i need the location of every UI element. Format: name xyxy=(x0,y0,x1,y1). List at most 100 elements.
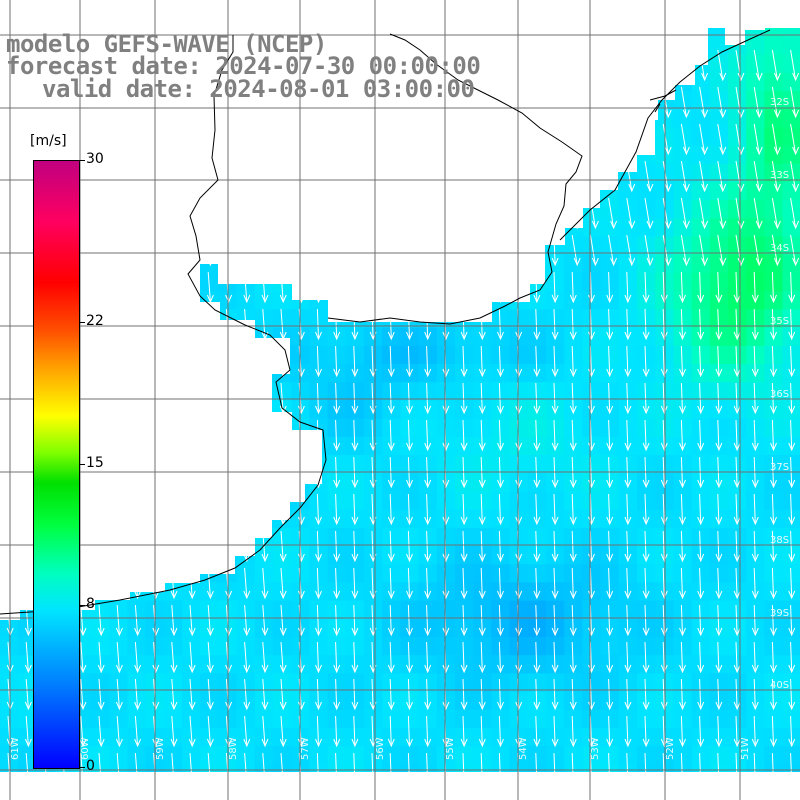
wind-cell xyxy=(764,728,784,747)
wind-arrow xyxy=(624,530,632,563)
wind-cell xyxy=(728,673,747,693)
wind-cell xyxy=(382,728,401,747)
wind-cell xyxy=(728,746,747,765)
wind-arrow xyxy=(315,641,322,674)
wind-cell xyxy=(273,709,292,729)
wind-cell xyxy=(600,600,620,620)
colorbar-label: 8 xyxy=(86,596,95,613)
wind-cell xyxy=(582,254,602,274)
wind-cell xyxy=(491,691,511,711)
wind-cell xyxy=(709,28,729,37)
wind-arrow xyxy=(460,493,468,526)
wind-cell xyxy=(728,72,747,92)
wind-arrow xyxy=(753,234,763,267)
wind-cell xyxy=(600,673,620,693)
wind-cell xyxy=(564,546,583,565)
wind-cell xyxy=(691,109,711,128)
wind-arrow xyxy=(606,493,614,526)
wind-arrow xyxy=(697,567,705,600)
longitude-label: 60W xyxy=(80,737,91,760)
wind-cell xyxy=(200,600,219,620)
wind-cell xyxy=(182,673,201,693)
wind-arrow xyxy=(624,604,632,637)
wind-arrow xyxy=(333,641,341,674)
wind-arrow xyxy=(243,715,251,748)
wind-arrow xyxy=(535,752,538,772)
wind-cell xyxy=(764,54,784,74)
wind-arrow xyxy=(569,715,577,748)
wind-cell xyxy=(455,527,474,547)
wind-cell xyxy=(327,418,347,438)
wind-cell xyxy=(728,582,747,602)
wind-arrow xyxy=(460,604,468,637)
wind-cell xyxy=(709,618,729,638)
wind-cell xyxy=(473,709,492,729)
wind-cell xyxy=(236,564,256,583)
wind-cell xyxy=(746,273,765,292)
wind-cell xyxy=(728,600,747,620)
wind-cell xyxy=(582,600,602,620)
wind-arrow xyxy=(406,345,413,378)
wind-cell xyxy=(418,709,438,729)
wind-cell xyxy=(618,764,638,772)
colorbar-tick xyxy=(79,321,85,323)
wind-cell xyxy=(728,127,747,147)
wind-cell xyxy=(182,709,201,729)
wind-arrow xyxy=(569,308,577,341)
wind-cell xyxy=(582,691,602,711)
wind-cell xyxy=(673,309,693,329)
wind-arrow xyxy=(351,493,359,526)
wind-arrow xyxy=(697,345,705,378)
wind-cell xyxy=(163,709,183,729)
wind-cell xyxy=(618,691,638,711)
wind-arrow xyxy=(680,752,683,772)
wind-cell xyxy=(782,254,800,274)
wind-cell xyxy=(728,691,747,711)
wind-cell xyxy=(582,764,602,772)
wind-cell xyxy=(637,182,656,201)
wind-cell xyxy=(436,382,456,401)
wind-cell xyxy=(364,728,383,747)
wind-cell xyxy=(509,491,529,511)
wind-cell xyxy=(673,182,693,201)
wind-arrow xyxy=(97,678,105,711)
wind-cell xyxy=(673,527,693,547)
wind-cell xyxy=(473,618,492,638)
wind-cell xyxy=(455,546,474,565)
wind-cell xyxy=(691,455,711,474)
wind-cell xyxy=(364,709,383,729)
wind-cell xyxy=(473,673,492,693)
wind-arrow xyxy=(624,493,632,526)
wind-cell xyxy=(364,764,383,772)
wind-cell xyxy=(327,582,347,602)
latitude-label: 33S xyxy=(770,170,789,181)
colorbar-unit: [m/s] xyxy=(30,133,67,149)
wind-cell xyxy=(746,637,765,656)
wind-cell xyxy=(637,746,656,765)
wind-cell xyxy=(291,527,310,547)
wind-arrow xyxy=(660,604,668,637)
wind-cell xyxy=(400,455,420,474)
wind-cell xyxy=(564,618,583,638)
wind-arrow xyxy=(333,604,341,637)
wind-arrow xyxy=(551,493,559,526)
wind-arrow xyxy=(497,382,504,415)
wind-arrow xyxy=(733,345,741,378)
colorbar-label: 22 xyxy=(86,312,104,329)
wind-cell xyxy=(691,618,711,638)
wind-cell xyxy=(273,673,292,693)
wind-arrow xyxy=(97,641,105,674)
wind-arrow xyxy=(571,234,581,267)
wind-cell xyxy=(546,491,565,511)
wind-arrow xyxy=(770,345,777,378)
wind-cell xyxy=(509,527,529,547)
wind-cell xyxy=(564,273,583,292)
latitude-labels: 32S 33S 34S 35S 36S 37S 38S 39S 40S xyxy=(770,97,789,691)
wind-cell xyxy=(637,546,656,565)
wind-cell xyxy=(673,163,693,183)
wind-arrow xyxy=(624,641,632,674)
wind-cell xyxy=(709,91,729,110)
wind-cell xyxy=(345,691,365,711)
wind-cell xyxy=(782,600,800,620)
wind-cell xyxy=(436,600,456,620)
